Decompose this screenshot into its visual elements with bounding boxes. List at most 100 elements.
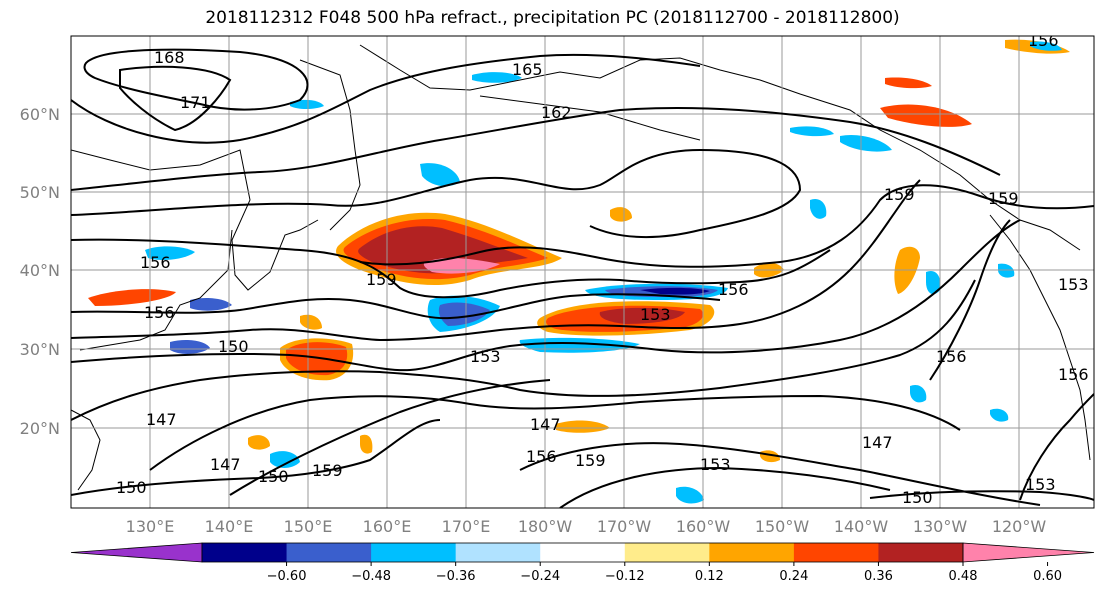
colorbar-segment bbox=[455, 543, 541, 562]
colorbar-tick-label: −0.36 bbox=[436, 569, 476, 584]
lat-label: 60°N bbox=[20, 105, 60, 124]
contour-label: 153 bbox=[470, 347, 501, 366]
contour-labels: 168 171 165 162 159 159 156 156 156 153 … bbox=[116, 31, 1089, 507]
lon-label: 150°W bbox=[755, 517, 810, 536]
contour-168 bbox=[83, 48, 309, 111]
contour-147-b bbox=[149, 394, 961, 471]
negative-anomaly-patch bbox=[145, 246, 195, 260]
contour-label: 147 bbox=[862, 433, 893, 452]
contour-label: 162 bbox=[541, 103, 572, 122]
negative-anomaly-patch bbox=[438, 302, 490, 326]
contour-label: 159 bbox=[366, 270, 397, 289]
contour-150-b bbox=[71, 419, 441, 496]
negative-anomaly-patch bbox=[472, 72, 522, 83]
colorbar-tick-label: −0.60 bbox=[267, 569, 307, 584]
colorbar-segment bbox=[624, 543, 710, 562]
contour-label: 153 bbox=[640, 305, 671, 324]
negative-anomaly-patch bbox=[170, 340, 210, 354]
coastline bbox=[359, 44, 1081, 251]
lon-label: 160°W bbox=[676, 517, 731, 536]
gridlines bbox=[71, 36, 1094, 508]
negative-anomaly-patch bbox=[810, 198, 827, 219]
refractivity-contours bbox=[71, 48, 1094, 508]
coastline bbox=[79, 229, 233, 351]
contour-147 bbox=[71, 279, 976, 421]
colorbar-tick-label: 0.36 bbox=[864, 569, 893, 584]
contour-label: 147 bbox=[146, 410, 177, 429]
longitude-labels: 130°E 140°E 150°E 160°E 170°E 180°W 170°… bbox=[126, 517, 1047, 536]
lon-label: 150°E bbox=[284, 517, 333, 536]
positive-anomaly-patch bbox=[885, 77, 932, 89]
colorbar-segment bbox=[878, 543, 964, 562]
lon-label: 120°W bbox=[992, 517, 1047, 536]
contour-label: 156 bbox=[526, 447, 557, 466]
contour-156-d bbox=[929, 219, 1011, 381]
negative-anomaly-patch bbox=[420, 163, 460, 187]
contour-153-b bbox=[229, 379, 551, 496]
positive-anomaly-patch bbox=[610, 207, 632, 222]
positive-anomaly-patch bbox=[248, 435, 270, 450]
contour-label: 150 bbox=[218, 337, 249, 356]
positive-anomaly-patch bbox=[599, 307, 685, 324]
contour-label: 147 bbox=[210, 455, 241, 474]
colorbar-extend-max bbox=[962, 542, 1095, 563]
positive-anomaly-patch bbox=[880, 104, 972, 127]
colorbar-segment bbox=[371, 543, 457, 562]
negative-anomaly-patch bbox=[640, 287, 710, 295]
contour-156-b bbox=[71, 293, 721, 320]
plot-frame bbox=[70, 35, 1095, 509]
contour-153 bbox=[71, 179, 921, 342]
lon-label: 130°E bbox=[126, 517, 175, 536]
colorbar: −0.60 −0.48 −0.36 −0.24 −0.12 0.12 0.24 0.36 0.4… bbox=[70, 542, 1095, 584]
latitude-labels: 60°N 50°N 40°N 30°N 20°N bbox=[20, 105, 60, 438]
positive-anomaly-patch bbox=[360, 434, 373, 454]
contour-label: 156 bbox=[718, 280, 749, 299]
negative-anomaly-patch bbox=[676, 486, 704, 504]
contour-150 bbox=[71, 219, 1021, 372]
negative-anomaly-patch bbox=[926, 270, 941, 295]
contour-label: 159 bbox=[884, 185, 915, 204]
colorbar-frame bbox=[201, 542, 964, 563]
contour-label: 153 bbox=[700, 455, 731, 474]
contour-label: 150 bbox=[258, 467, 289, 486]
contour-label: 165 bbox=[512, 60, 543, 79]
contour-label: 150 bbox=[902, 488, 933, 507]
contour-label: 168 bbox=[154, 48, 185, 67]
contour-label: 156 bbox=[1028, 31, 1059, 50]
contour-label: 159 bbox=[575, 451, 606, 470]
coastline bbox=[71, 409, 101, 491]
negative-anomaly-patch bbox=[270, 451, 300, 468]
contour-label: 153 bbox=[1025, 475, 1056, 494]
lon-label: 130°W bbox=[913, 517, 968, 536]
lat-label: 40°N bbox=[20, 261, 60, 280]
coastline bbox=[989, 214, 1091, 461]
contour-label: 159 bbox=[988, 189, 1019, 208]
lat-label: 30°N bbox=[20, 340, 60, 359]
contour-label: 156 bbox=[936, 347, 967, 366]
contour-156-c bbox=[519, 442, 1041, 506]
colorbar-tick-label: 0.24 bbox=[779, 569, 808, 584]
lat-label: 50°N bbox=[20, 183, 60, 202]
contour-label: 171 bbox=[180, 93, 211, 112]
colorbar-extend-min bbox=[70, 542, 203, 563]
lon-label: 140°E bbox=[205, 517, 254, 536]
contour-label: 156 bbox=[1058, 365, 1089, 384]
colorbar-segment bbox=[793, 543, 879, 562]
negative-anomaly-patch bbox=[998, 263, 1015, 278]
negative-anomaly-patch bbox=[840, 134, 892, 152]
colorbar-tick-label: −0.24 bbox=[520, 569, 560, 584]
contour-label: 156 bbox=[140, 253, 171, 272]
contour-label: 159 bbox=[312, 461, 343, 480]
colorbar-segment bbox=[709, 543, 795, 562]
contour-label: 156 bbox=[144, 303, 175, 322]
lon-label: 170°E bbox=[442, 517, 491, 536]
lon-label: 180°W bbox=[518, 517, 573, 536]
contour-165 bbox=[71, 53, 701, 144]
lon-label: 160°E bbox=[363, 517, 412, 536]
negative-anomaly-patch bbox=[290, 99, 324, 109]
lat-label: 20°N bbox=[20, 419, 60, 438]
contour-171 bbox=[119, 65, 232, 132]
contour-162 bbox=[71, 106, 1001, 191]
lon-label: 140°W bbox=[834, 517, 889, 536]
